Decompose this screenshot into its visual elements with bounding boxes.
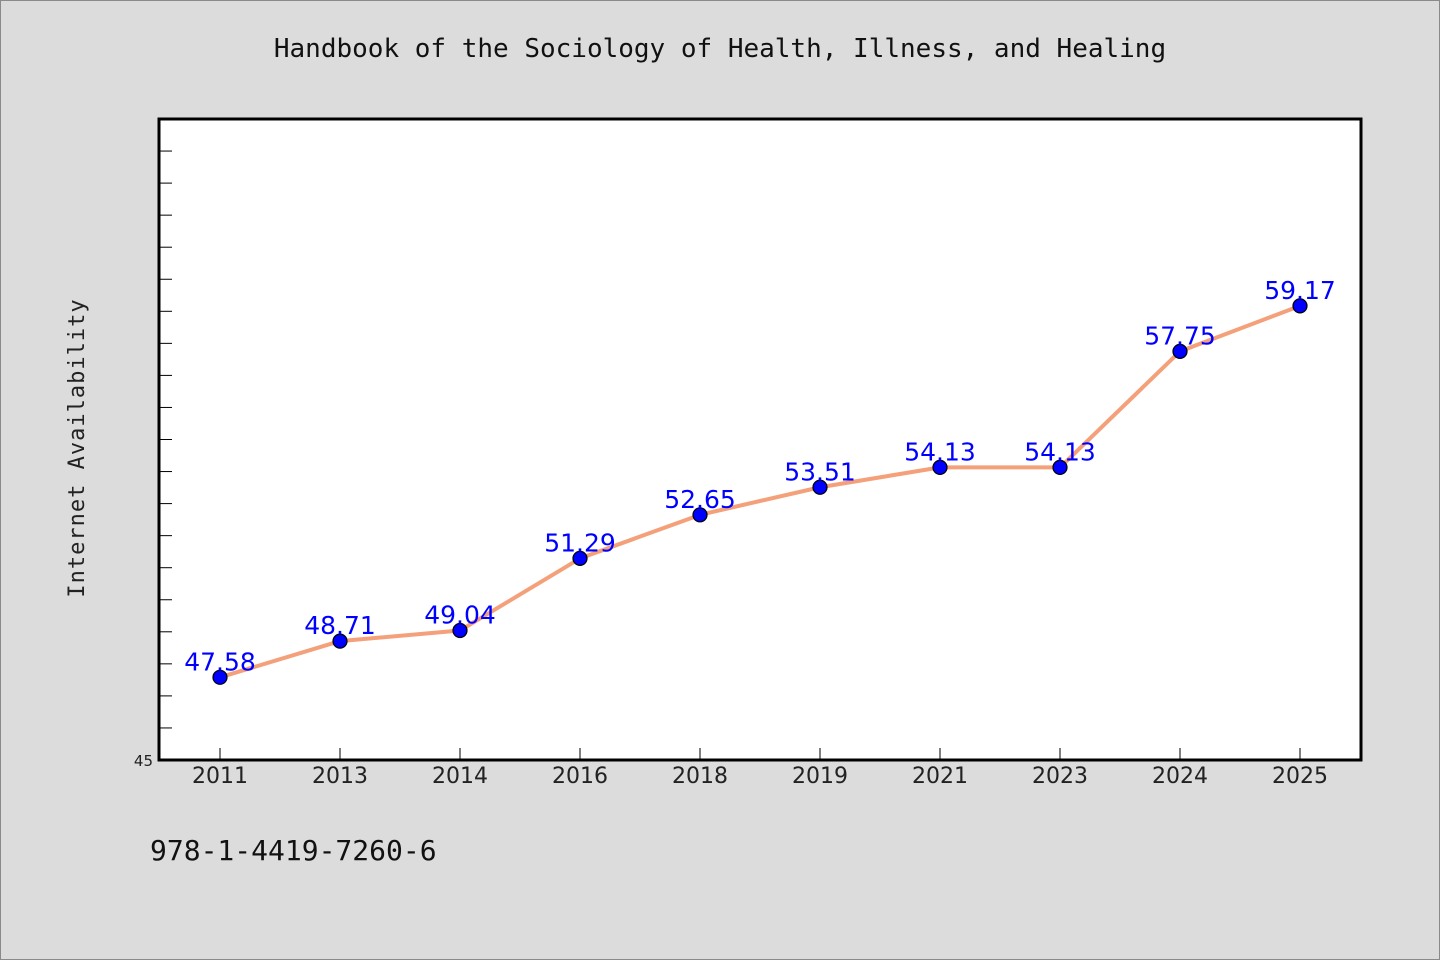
x-tick-label: 2013	[312, 764, 368, 789]
data-label: 49.04	[424, 601, 496, 630]
data-point	[692, 507, 708, 523]
data-label: 59.17	[1264, 276, 1336, 305]
plot-area	[157, 117, 1363, 762]
x-tick-label: 2016	[552, 764, 608, 789]
data-label: 54.13	[1024, 437, 1096, 466]
x-tick-label: 2025	[1272, 764, 1328, 789]
y-axis-title: Internet Availability	[65, 298, 90, 597]
data-label: 54.13	[904, 437, 976, 466]
x-axis-ticks: 2011 2013 2014 2016 2018 2019 2021 2023 2024 2025	[192, 748, 1328, 789]
x-tick-label: 2019	[792, 764, 848, 789]
y-tick-label-min: 45	[134, 752, 153, 770]
data-label: 47.58	[184, 647, 256, 676]
x-tick-label: 2011	[192, 764, 248, 789]
series-line-group: 47.58 48.71 49.04 51.29 52.65 53.51 54.13 54.13…	[184, 276, 1336, 685]
data-label: 51.29	[544, 528, 616, 557]
footer-isbn: 978-1-4419-7260-6	[150, 834, 437, 867]
data-point	[1052, 459, 1068, 475]
data-point	[212, 669, 228, 685]
data-point	[572, 550, 588, 567]
data-point	[452, 622, 468, 639]
data-label: 53.51	[784, 457, 856, 486]
x-tick-label: 2021	[912, 764, 968, 789]
data-point	[332, 633, 348, 649]
y-axis-ticks	[159, 150, 172, 729]
data-point	[1172, 343, 1188, 359]
chart-title: Handbook of the Sociology of Health, Ill…	[273, 34, 1167, 64]
data-point	[812, 479, 828, 495]
x-tick-label: 2023	[1032, 764, 1088, 789]
data-label: 57.75	[1144, 321, 1216, 350]
data-label: 48.71	[304, 611, 376, 640]
x-tick-label: 2018	[672, 764, 728, 789]
data-point	[932, 459, 948, 475]
data-point	[1292, 298, 1308, 314]
data-label: 52.65	[664, 485, 736, 514]
x-tick-label: 2024	[1152, 764, 1208, 789]
x-tick-label: 2014	[432, 764, 488, 789]
series-line	[218, 303, 1302, 680]
